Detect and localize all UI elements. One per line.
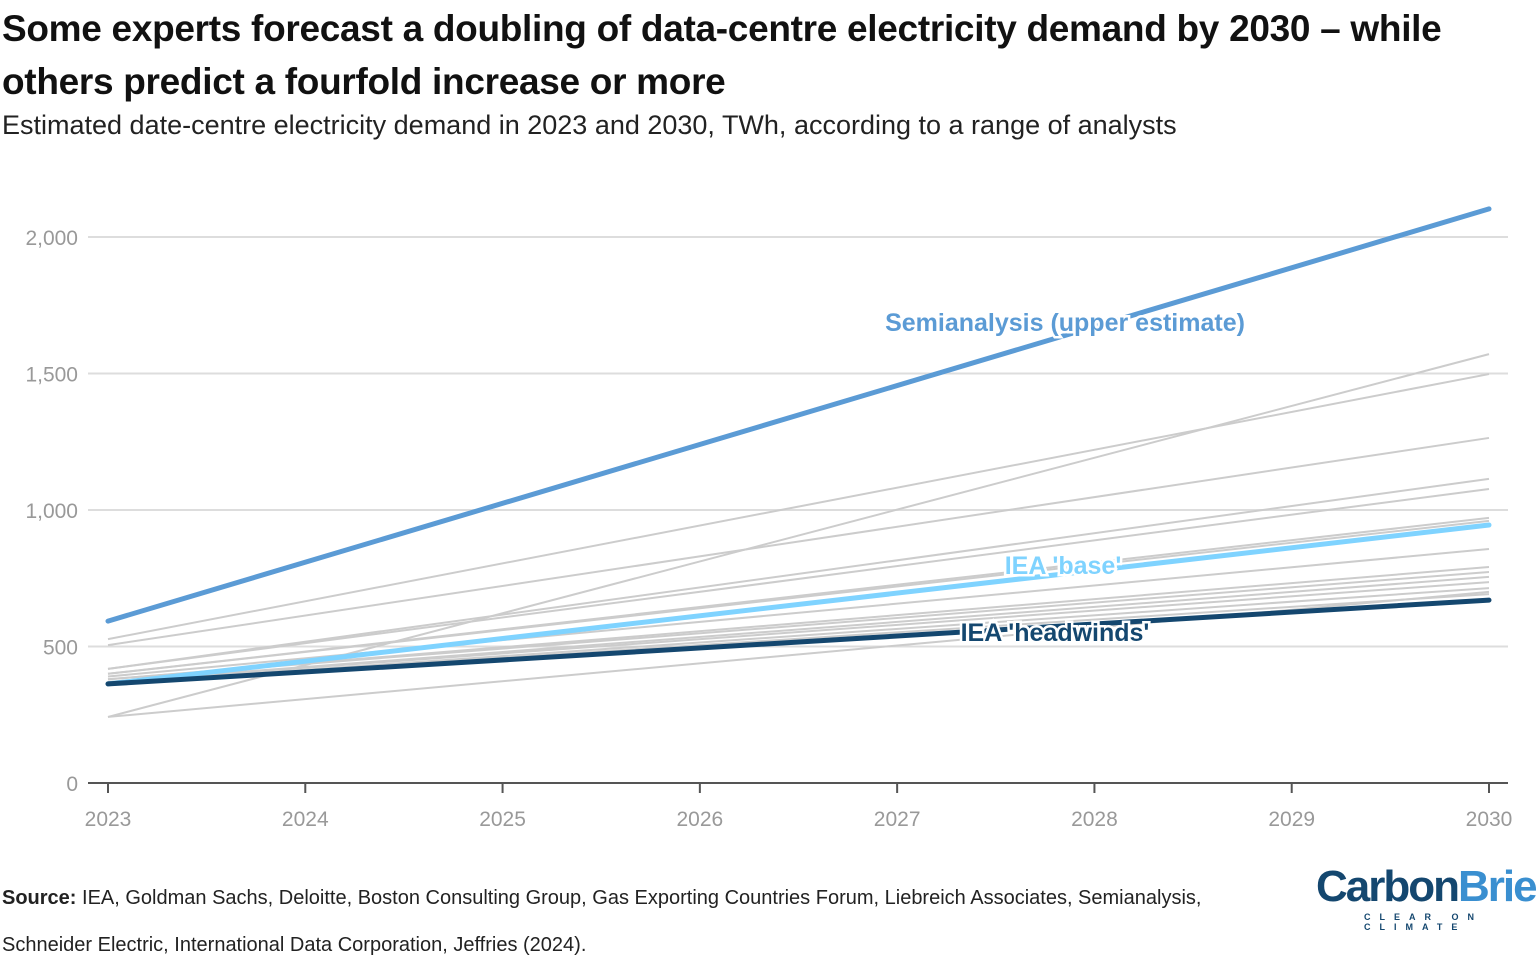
logo-tagline: CLEAR ON CLIMATE <box>1364 912 1483 932</box>
analyst-series-line <box>107 570 1490 681</box>
series-line-iea-headwinds <box>105 597 1492 687</box>
series-line-iea-base <box>105 522 1492 687</box>
series-line-semianalysis <box>105 206 1492 624</box>
y-tick-label: 500 <box>43 637 78 660</box>
x-tick-label: 2028 <box>1071 808 1118 831</box>
x-tick-label: 2030 <box>1466 808 1513 831</box>
x-tick-label: 2024 <box>282 808 329 831</box>
y-tick-label: 1,000 <box>25 500 78 523</box>
series-label: IEA 'headwinds' <box>961 619 1150 647</box>
source-note: Source: IEA, Goldman Sachs, Deloitte, Bo… <box>2 875 1252 969</box>
y-tick-label: 2,000 <box>25 227 78 250</box>
analyst-series-line <box>107 436 1490 647</box>
analyst-series-line <box>107 477 1490 670</box>
line-chart: 0 500 1,000 1,500 2,000 2023 2024 2025 2026 2027 2… <box>25 206 1513 831</box>
logo-part1: Carbon <box>1316 862 1460 911</box>
x-tick-label: 2026 <box>676 808 723 831</box>
logo-part2: Brief <box>1458 862 1536 911</box>
carbon-brief-logo: CarbonBrief CLEAR ON CLIMATE <box>1316 862 1536 932</box>
y-tick-label: 1,500 <box>25 364 78 387</box>
series-label: IEA 'base' <box>1005 552 1122 580</box>
analyst-series-line <box>107 487 1490 670</box>
x-tick-label: 2029 <box>1268 808 1315 831</box>
chart-title: Some experts forecast a doubling of data… <box>2 8 1442 102</box>
source-text: IEA, Goldman Sachs, Deloitte, Boston Con… <box>2 887 1202 956</box>
series-label: Semianalysis (upper estimate) <box>885 309 1245 337</box>
y-tick-label: 0 <box>66 773 78 796</box>
analyst-series-line <box>107 519 1490 675</box>
analyst-series-line <box>107 581 1490 683</box>
x-tick-label: 2023 <box>85 808 132 831</box>
x-tick-label: 2027 <box>874 808 921 831</box>
x-tick-label: 2025 <box>479 808 526 831</box>
source-label: Source: <box>2 887 77 909</box>
chart-subtitle: Estimated date-centre electricity demand… <box>2 110 1177 140</box>
analyst-series-line <box>107 373 1490 641</box>
